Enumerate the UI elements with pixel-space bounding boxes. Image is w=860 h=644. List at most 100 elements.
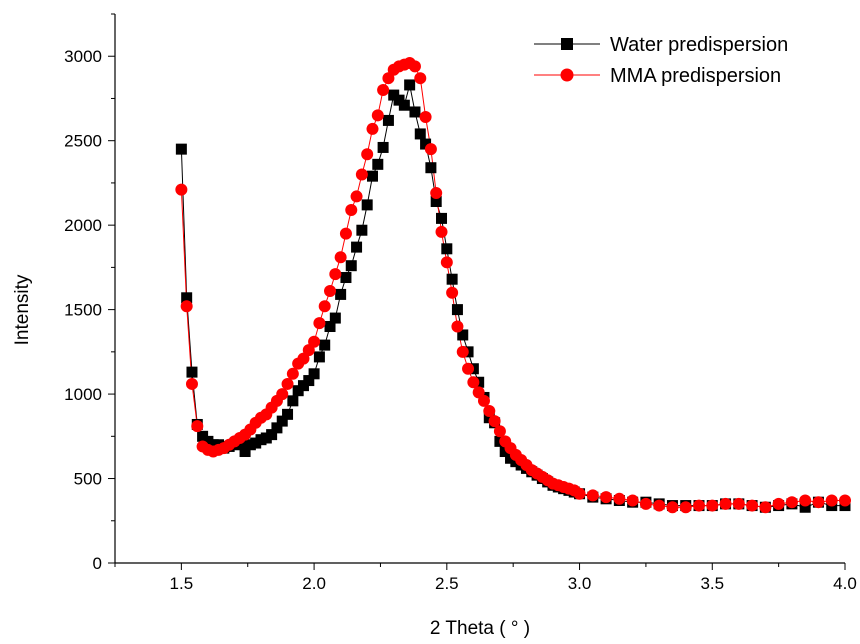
data-point-mma <box>772 497 785 510</box>
y-tick-label: 2500 <box>64 132 102 151</box>
x-tick-label: 1.5 <box>170 574 194 593</box>
data-point-water <box>303 375 315 387</box>
data-point-mma <box>477 394 490 407</box>
data-point-water <box>175 143 187 155</box>
data-point-mma <box>371 109 384 122</box>
data-point-mma <box>825 494 838 507</box>
data-point-mma <box>419 111 432 124</box>
data-point-mma <box>414 72 427 85</box>
data-point-mma <box>812 496 825 509</box>
x-tick-label: 2.0 <box>302 574 326 593</box>
data-point-mma <box>613 492 626 505</box>
data-point-water <box>282 408 294 420</box>
data-point-mma <box>313 317 326 330</box>
data-point-mma <box>493 425 506 438</box>
data-point-water <box>799 501 811 513</box>
data-point-mma <box>339 227 352 240</box>
data-point-water <box>425 162 437 174</box>
data-point-water <box>398 99 410 111</box>
data-point-mma <box>746 499 759 512</box>
data-point-mma <box>799 494 812 507</box>
data-point-mma <box>653 499 666 512</box>
data-point-mma <box>467 376 480 389</box>
data-point-water <box>239 446 251 458</box>
series-layer <box>175 56 851 514</box>
data-point-water <box>436 212 448 224</box>
data-point-mma <box>355 168 368 181</box>
data-point-mma <box>759 501 772 514</box>
data-point-mma <box>693 499 705 512</box>
y-tick-label: 2000 <box>64 216 102 235</box>
data-point-water <box>356 224 368 236</box>
data-point-water <box>186 366 198 378</box>
data-point-water <box>441 243 453 255</box>
data-point-water <box>366 170 378 182</box>
legend-marker-water <box>561 38 573 50</box>
data-point-mma <box>435 225 448 238</box>
y-tick-label: 1000 <box>64 385 102 404</box>
data-point-water <box>340 272 352 284</box>
data-point-mma <box>318 300 331 313</box>
series-line-1 <box>180 62 845 508</box>
data-point-mma <box>286 367 299 380</box>
data-point-water <box>372 158 384 170</box>
y-tick-label: 3000 <box>64 47 102 66</box>
data-point-mma <box>361 148 374 161</box>
x-tick-label: 2.5 <box>435 574 459 593</box>
data-point-mma <box>185 377 198 390</box>
data-point-mma <box>175 183 188 196</box>
data-point-mma <box>377 84 390 97</box>
data-point-mma <box>456 345 469 358</box>
data-point-water <box>382 114 394 126</box>
data-point-mma <box>600 491 613 504</box>
x-axis-ticks: 1.5 2.0 2.5 3.0 3.5 4.0 <box>114 563 857 593</box>
data-point-water <box>271 422 283 434</box>
data-point-mma <box>706 499 719 512</box>
data-point-water <box>335 288 347 300</box>
data-point-water <box>181 292 193 304</box>
y-axis-label: Intensity <box>12 274 33 345</box>
x-tick-label: 3.0 <box>568 574 592 593</box>
data-point-mma <box>440 256 453 269</box>
data-point-mma <box>639 497 652 510</box>
data-point-water <box>313 351 325 363</box>
plot-frame <box>114 14 845 564</box>
y-tick-label: 1500 <box>64 301 102 320</box>
x-axis-label: 2 Theta ( ° ) <box>430 618 530 639</box>
data-point-water <box>420 138 432 150</box>
data-point-mma <box>839 494 851 507</box>
data-point-water <box>377 141 389 153</box>
data-point-mma <box>180 300 193 313</box>
data-point-water <box>446 273 458 285</box>
data-point-mma <box>446 286 459 299</box>
data-point-mma <box>324 285 337 298</box>
data-point-water <box>266 429 278 441</box>
data-point-mma <box>488 415 501 428</box>
y-tick-label: 500 <box>74 470 102 489</box>
data-point-water <box>287 395 299 407</box>
data-point-mma <box>785 496 798 509</box>
data-point-water <box>329 312 341 324</box>
data-point-mma <box>408 60 421 73</box>
data-point-mma <box>573 487 586 500</box>
data-point-water <box>345 260 357 272</box>
legend-marker-mma <box>560 68 574 82</box>
y-tick-label: 0 <box>93 554 102 573</box>
data-point-mma <box>345 203 358 216</box>
data-point-mma <box>191 420 204 433</box>
y-axis-ticks: 0 500 1000 1500 2000 2500 3000 <box>64 13 115 573</box>
x-tick-label: 4.0 <box>833 574 857 593</box>
data-point-water <box>308 368 320 380</box>
data-point-mma <box>451 320 464 333</box>
data-point-mma <box>424 143 437 156</box>
data-point-mma <box>462 362 475 375</box>
data-point-mma <box>281 377 294 390</box>
x-tick-label: 3.5 <box>700 574 724 593</box>
legend: Water predispersion MMA predispersion <box>534 34 788 87</box>
data-point-mma <box>626 494 639 507</box>
data-point-water <box>361 199 373 211</box>
data-point-mma <box>430 187 443 200</box>
data-point-water <box>451 304 463 316</box>
data-point-mma <box>719 497 732 510</box>
